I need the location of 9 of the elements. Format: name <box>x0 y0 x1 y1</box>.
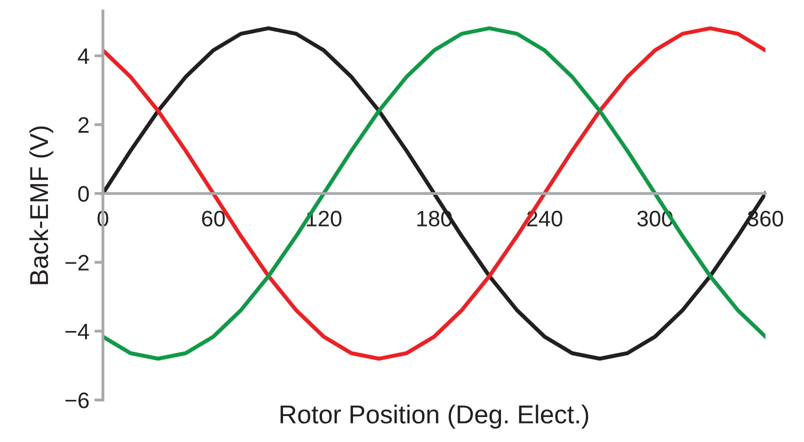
y-tick-label: −2 <box>65 254 89 270</box>
y-axis-title: Back-EMF (V) <box>29 126 54 284</box>
y-tick-label: −4 <box>65 324 90 340</box>
y-tick-label: 2 <box>78 117 89 133</box>
y-tick-label: 0 <box>78 186 89 202</box>
y-tick-label: 4 <box>78 48 90 64</box>
x-axis-title: Rotor Position (Deg. Elect.) <box>280 404 588 429</box>
y-tick-label: −6 <box>65 392 89 408</box>
x-tick-label: 60 <box>202 210 225 226</box>
